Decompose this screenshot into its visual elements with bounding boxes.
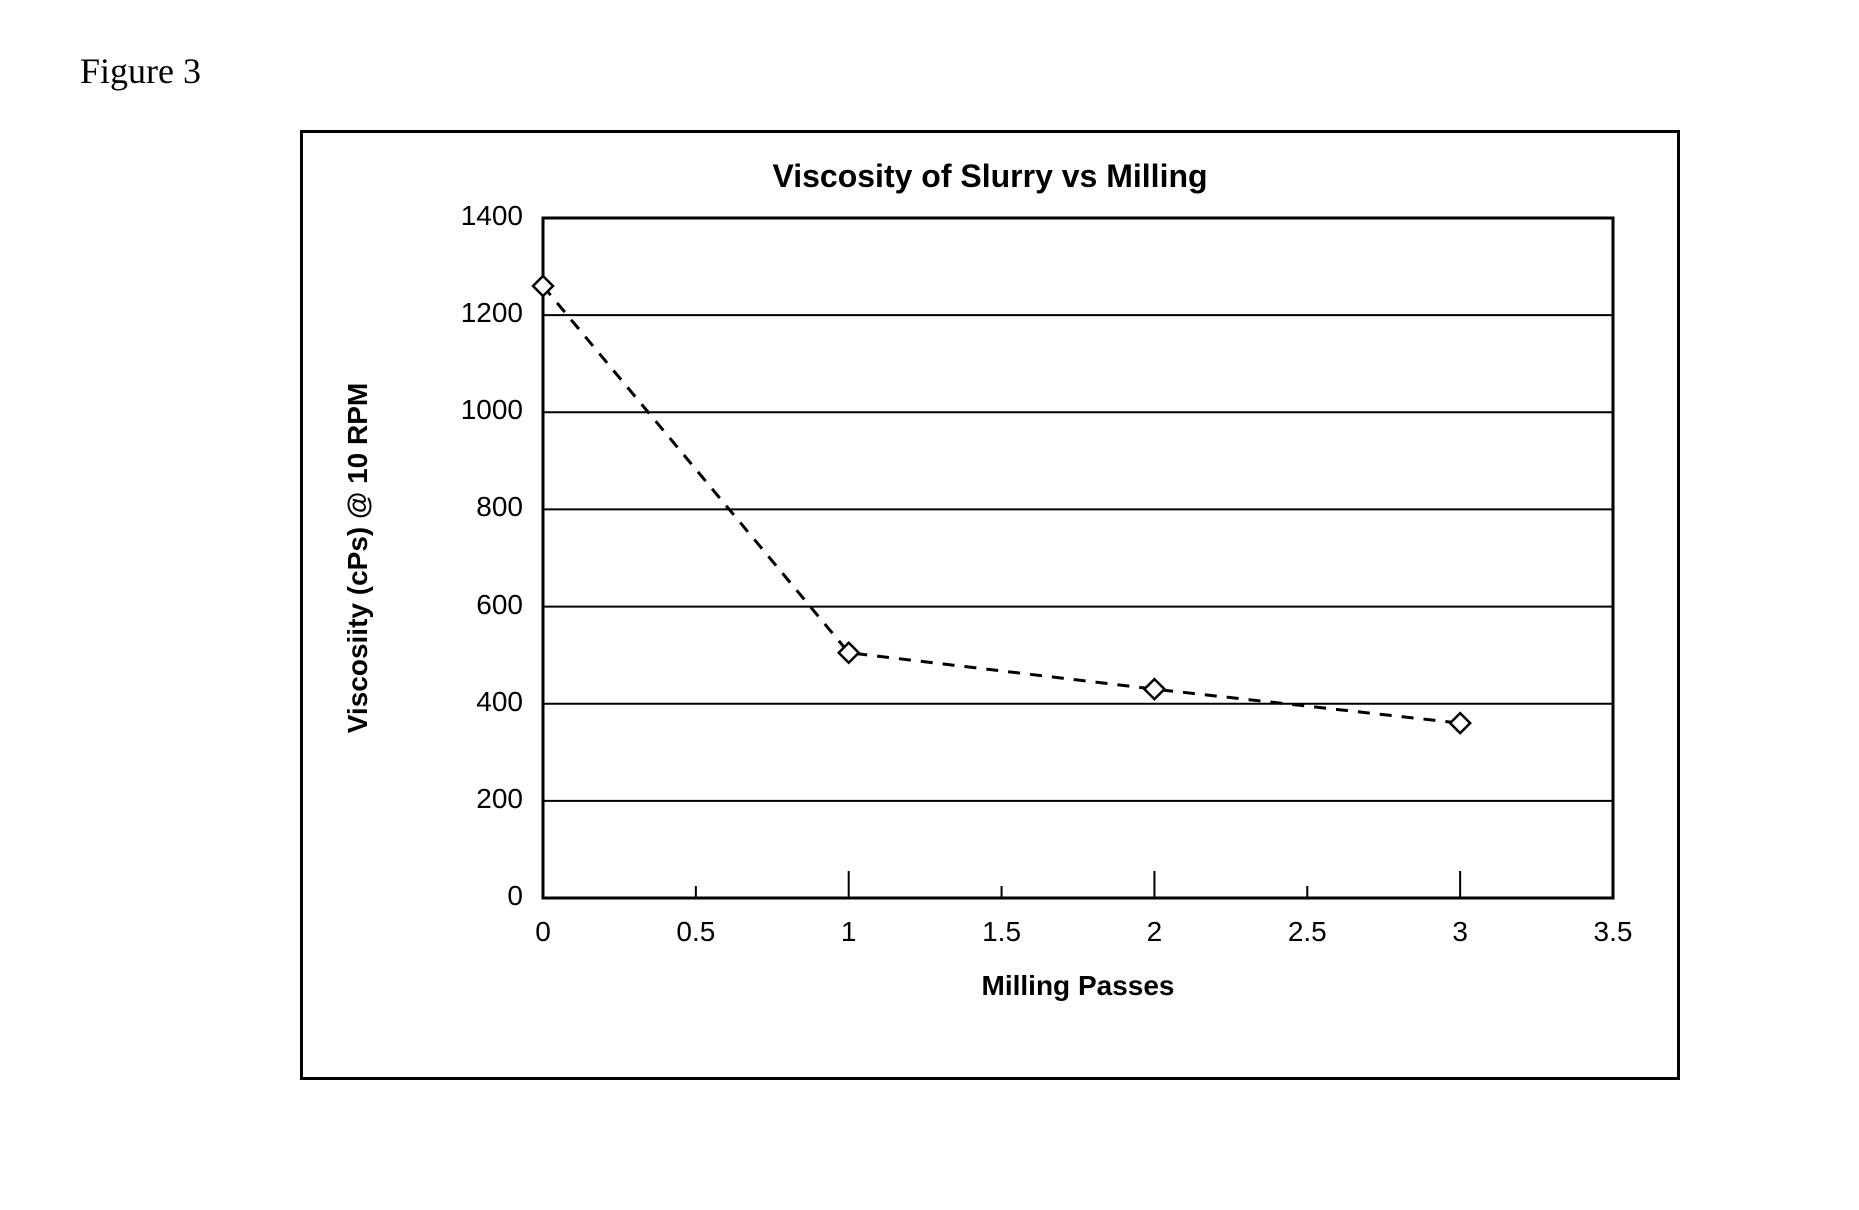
y-tick-label: 400 <box>476 686 523 718</box>
chart-title: Viscosity of Slurry vs Milling <box>303 158 1677 195</box>
x-tick-label: 1.5 <box>972 916 1032 948</box>
y-tick-label: 1400 <box>461 200 523 232</box>
chart-container: Viscosity of Slurry vs Milling Viscosiit… <box>300 130 1680 1080</box>
x-axis-label: Milling Passes <box>543 970 1613 1002</box>
x-tick-label: 3 <box>1430 916 1490 948</box>
x-tick-label: 1 <box>819 916 879 948</box>
line-chart <box>543 218 1613 898</box>
x-tick-label: 0 <box>513 916 573 948</box>
y-tick-label: 0 <box>507 880 523 912</box>
y-tick-label: 1200 <box>461 297 523 329</box>
x-tick-label: 2.5 <box>1277 916 1337 948</box>
y-tick-label: 800 <box>476 491 523 523</box>
x-tick-label: 2 <box>1124 916 1184 948</box>
y-tick-label: 1000 <box>461 394 523 426</box>
y-tick-label: 600 <box>476 589 523 621</box>
y-axis-label: Viscosiity (cPs) @ 10 RPM <box>342 383 374 733</box>
x-tick-label: 0.5 <box>666 916 726 948</box>
y-tick-label: 200 <box>476 783 523 815</box>
x-tick-label: 3.5 <box>1583 916 1643 948</box>
figure-label: Figure 3 <box>80 50 201 92</box>
